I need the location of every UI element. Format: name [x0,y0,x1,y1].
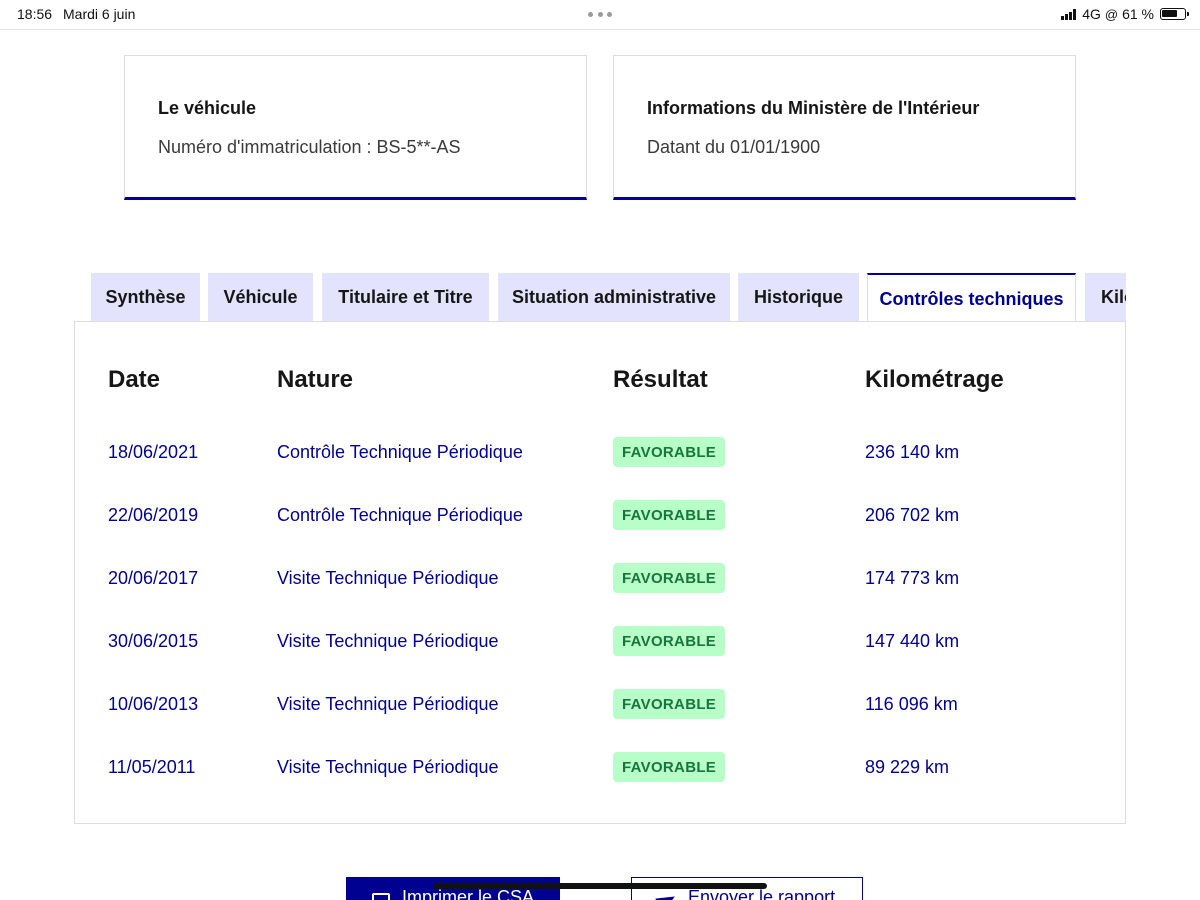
table-row: 11/05/2011 Visite Technique Périodique F… [75,748,1125,788]
status-date: Mardi 6 juin [63,6,136,22]
row-mileage: 116 096 km [865,694,958,714]
vehicle-plate-text: Numéro d'immatriculation : BS-5**-AS [158,137,461,157]
tab-vehicule[interactable]: Véhicule [208,273,313,322]
header-date: Date [108,366,161,393]
row-date: 30/06/2015 [108,631,199,651]
tab-bar: Synthèse Véhicule Titulaire et Titre Sit… [91,273,1126,323]
status-indicators: 4G @ 61 % [1061,6,1189,22]
row-mileage: 236 140 km [865,442,960,462]
header-result: Résultat [613,366,708,393]
ministry-date-text: Datant du 01/01/1900 [647,137,821,157]
row-date: 11/05/2011 [108,757,196,777]
status-time: 18:56 [17,6,53,22]
row-mileage: 206 702 km [865,505,960,525]
result-badge: FAVORABLE [613,752,726,782]
row-date: 22/06/2019 [108,505,199,525]
result-badge: FAVORABLE [613,689,726,719]
row-mileage: 174 773 km [865,568,960,588]
row-date: 10/06/2013 [108,694,199,714]
status-bar: 18:56 Mardi 6 juin 4G @ 61 % [0,0,1200,30]
table-row: 30/06/2015 Visite Technique Périodique F… [75,622,1125,662]
ministry-card-title: Informations du Ministère de l'Intérieur [647,98,980,118]
table-row: 22/06/2019 Contrôle Technique Périodique… [75,496,1125,536]
result-badge: FAVORABLE [613,626,726,656]
header-nature: Nature [277,366,354,393]
row-nature: Visite Technique Périodique [277,757,499,777]
row-nature: Contrôle Technique Périodique [277,505,523,525]
table-row: 18/06/2021 Contrôle Technique Périodique… [75,433,1125,473]
vehicle-card-title: Le véhicule [158,98,257,118]
home-indicator[interactable] [433,883,767,889]
result-badge: FAVORABLE [613,437,726,467]
tab-titulaire-titre[interactable]: Titulaire et Titre [322,273,489,322]
row-nature: Contrôle Technique Périodique [277,442,523,462]
network-label: 4G [1082,6,1101,22]
multitasking-dots-icon[interactable] [588,12,612,18]
row-date: 20/06/2017 [108,568,199,588]
printer-icon [372,893,390,900]
vehicle-card: Le véhicule Numéro d'immatriculation : B… [124,55,587,200]
tab-historique[interactable]: Historique [738,273,859,322]
table-row: 20/06/2017 Visite Technique Périodique F… [75,559,1125,599]
result-badge: FAVORABLE [613,500,726,530]
result-badge: FAVORABLE [613,563,726,593]
print-button-label: Imprimer le CSA [402,886,535,900]
table-row: 10/06/2013 Visite Technique Périodique F… [75,685,1125,725]
paper-plane-icon [655,889,679,900]
row-mileage: 147 440 km [865,631,960,651]
battery-icon [1160,8,1189,20]
row-mileage: 89 229 km [865,757,950,777]
row-date: 18/06/2021 [108,442,199,462]
row-nature: Visite Technique Périodique [277,631,499,651]
row-nature: Visite Technique Périodique [277,694,499,714]
battery-label: 61 % [1122,6,1154,22]
tab-controles-techniques[interactable]: Contrôles techniques [867,273,1076,323]
tab-situation-administrative[interactable]: Situation administrative [498,273,730,322]
cellular-signal-icon [1061,8,1077,20]
tab-synthese[interactable]: Synthèse [91,273,200,322]
header-mileage: Kilométrage [865,366,1004,393]
technical-inspections-panel: Date Nature Résultat Kilométrage 18/06/2… [74,321,1126,824]
ministry-card: Informations du Ministère de l'Intérieur… [613,55,1076,200]
orientation-lock-icon: @ [1104,6,1119,22]
tab-kilometrage[interactable]: Kilométrage [1085,273,1126,322]
send-button-label: Envoyer le rapport [688,886,836,900]
row-nature: Visite Technique Périodique [277,568,499,588]
